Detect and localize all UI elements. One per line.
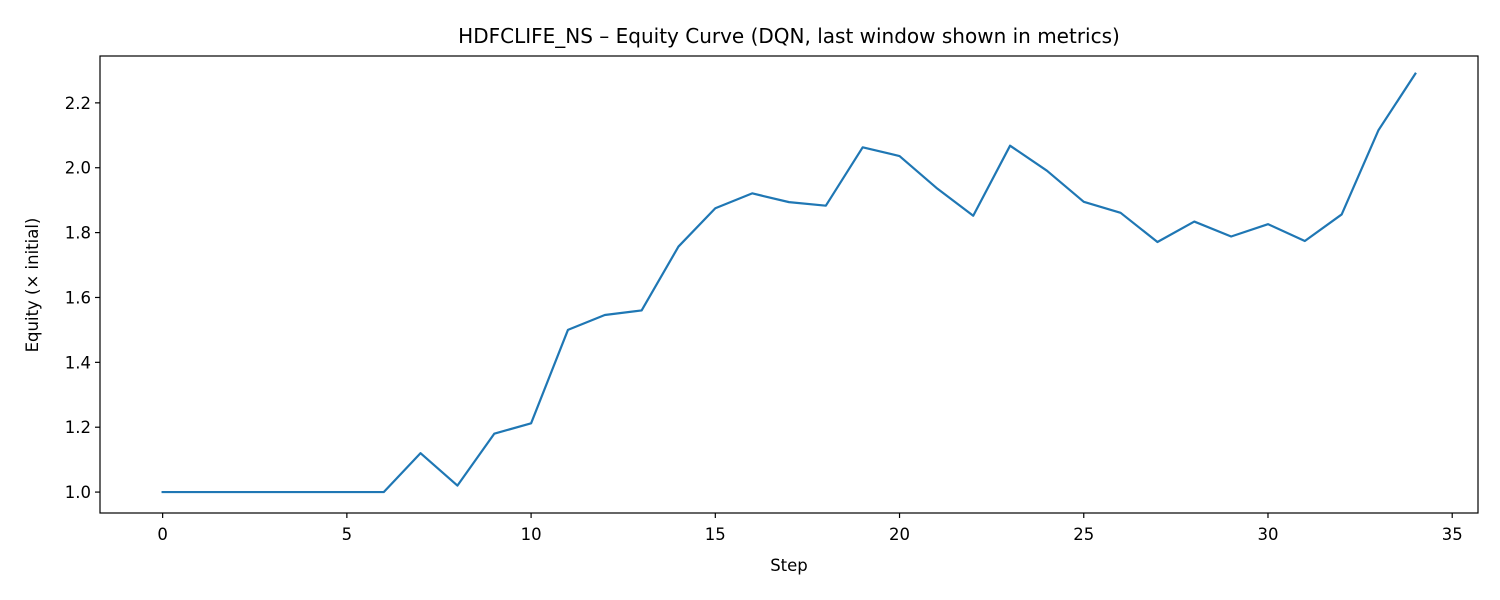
x-tick-label: 10 bbox=[521, 525, 542, 544]
x-tick-label: 0 bbox=[157, 525, 168, 544]
plot-frame bbox=[99, 55, 1479, 514]
x-tick-label: 5 bbox=[342, 525, 353, 544]
y-tick-label: 2.2 bbox=[65, 94, 91, 113]
y-tick-label: 2.0 bbox=[65, 159, 91, 178]
x-tick-label: 20 bbox=[889, 525, 910, 544]
y-tick-label: 1.2 bbox=[65, 418, 91, 437]
x-tick-label: 25 bbox=[1073, 525, 1094, 544]
y-tick-label: 1.0 bbox=[65, 483, 91, 502]
y-tick-label: 1.4 bbox=[65, 353, 91, 372]
chart-title: HDFCLIFE_NS – Equity Curve (DQN, last wi… bbox=[458, 24, 1120, 48]
y-tick-label: 1.8 bbox=[65, 224, 91, 243]
x-tick-label: 35 bbox=[1442, 525, 1463, 544]
y-tick-label: 1.6 bbox=[65, 288, 91, 307]
x-tick-label: 30 bbox=[1257, 525, 1278, 544]
series-line-0 bbox=[161, 72, 1417, 494]
y-axis-label: Equity (× initial) bbox=[23, 218, 42, 353]
x-tick-label: 15 bbox=[705, 525, 726, 544]
x-axis-label: Step bbox=[770, 556, 808, 575]
